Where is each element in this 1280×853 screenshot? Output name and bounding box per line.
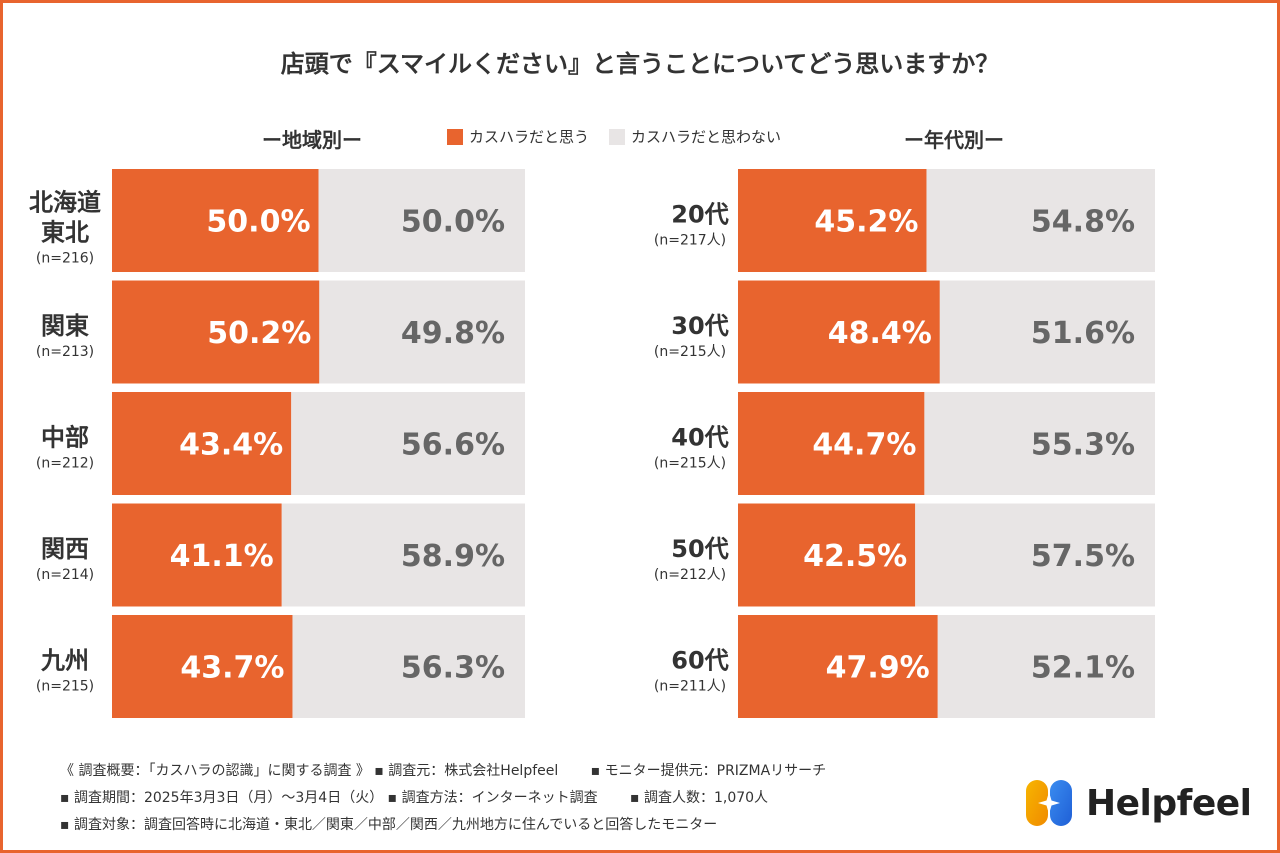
legend-swatch-disagree [609,128,626,145]
region-category-label-2: 中部 [41,424,89,452]
age-value-disagree-1: 51.6% [1031,316,1135,351]
survey-note-line-2: ▪ 調査期間：2025年3月3日（月）〜3月4日（火） ▪ 調査方法：インターネ… [60,790,769,806]
region-bar-agree-2 [112,392,292,495]
legend-swatch-agree [447,128,463,145]
age-value-agree-3: 42.5% [803,539,907,574]
region-bar-disagree-0 [318,169,525,272]
age-sample-size-4: (n=211人) [654,679,726,695]
region-bar-disagree-1 [319,280,525,384]
region-category-label-4: 九州 [40,647,89,675]
region-section-label: ー地域別ー [262,128,362,152]
region-category-label-0-line-1: 北海道 [29,189,101,217]
age-bar-agree-2 [738,392,925,495]
region-sample-size-3: (n=214) [36,567,94,583]
age-value-agree-0: 45.2% [814,205,918,240]
region-value-disagree-3: 58.9% [401,539,505,574]
region-bar-disagree-3 [281,503,525,607]
age-bar-disagree-0 [926,169,1155,272]
age-category-label-3: 50代 [671,535,728,563]
helpfeel-logo-mark-icon [1026,780,1072,826]
region-value-agree-4: 43.7% [180,651,284,686]
region-bar-agree-1 [112,280,320,384]
region-bar-disagree-4 [292,615,525,718]
age-category-label-4: 60代 [671,647,728,675]
age-category-label-2: 40代 [671,424,728,452]
legend-label-disagree: カスハラだと思わない [631,128,782,146]
region-value-disagree-4: 56.3% [401,651,505,686]
helpfeel-logo-text: Helpfeel [1086,782,1252,824]
age-value-disagree-2: 55.3% [1031,428,1135,463]
age-value-disagree-0: 54.8% [1031,205,1135,240]
age-bar-agree-1 [738,280,940,384]
region-category-label-0-line-2: 東北 [41,219,89,247]
region-value-agree-3: 41.1% [170,539,274,574]
age-bar-disagree-3 [915,503,1155,607]
age-sample-size-0: (n=217人) [654,233,726,249]
region-value-agree-1: 50.2% [207,316,311,351]
region-category-label-1: 関東 [41,312,89,340]
region-value-agree-2: 43.4% [179,428,283,463]
age-category-label-0: 20代 [671,201,728,229]
region-category-label-3: 関西 [41,535,89,563]
helpfeel-logo: Helpfeel [1024,778,1252,828]
age-bar-agree-3 [738,503,916,607]
age-section-label: ー年代別ー [904,128,1004,152]
survey-note-line-3: ▪ 調査対象：調査回答時に北海道・東北／関東／中部／関西／九州地方に住んでいると… [60,817,718,833]
region-bar-disagree-2 [291,392,525,495]
region-sample-size-2: (n=212) [36,456,94,472]
age-value-agree-1: 48.4% [828,316,932,351]
legend-item-agree: カスハラだと思う [447,126,589,147]
region-sample-size-1: (n=213) [36,344,94,360]
region-value-disagree-0: 50.0% [401,205,505,240]
age-sample-size-1: (n=215人) [654,344,726,360]
region-value-disagree-1: 49.8% [401,316,505,351]
age-bar-agree-4 [738,615,938,718]
chart-title: 店頭で『スマイルください』と言うことについてどう思いますか？ [280,50,1000,78]
region-sample-size-4: (n=215) [36,679,94,695]
age-bar-disagree-1 [939,280,1155,384]
survey-notes: 《 調査概要：「カスハラの認識」に関する調査 》 ▪ 調査元：株式会社Helpf… [60,758,826,839]
age-bar-disagree-4 [937,615,1155,718]
legend-item-disagree: カスハラだと思わない [609,126,781,147]
age-bar-disagree-2 [924,392,1155,495]
survey-note-line-1: 《 調査概要：「カスハラの認識」に関する調査 》 ▪ 調査元：株式会社Helpf… [60,763,827,779]
region-bar-agree-4 [112,615,293,718]
legend: カスハラだと思う カスハラだと思わない [447,126,801,147]
age-category-label-1: 30代 [671,312,728,340]
age-sample-size-3: (n=212人) [654,567,726,583]
region-value-agree-0: 50.0% [206,205,310,240]
age-value-disagree-4: 52.1% [1031,651,1135,686]
age-value-disagree-3: 57.5% [1031,539,1135,574]
age-sample-size-2: (n=215人) [654,456,726,472]
legend-label-agree: カスハラだと思う [469,128,590,146]
region-sample-size-0: (n=216) [36,251,94,267]
age-value-agree-4: 47.9% [826,651,930,686]
region-value-disagree-2: 56.6% [401,428,505,463]
region-bar-agree-3 [112,503,282,607]
age-bar-agree-0 [738,169,927,272]
region-bar-agree-0 [112,169,319,272]
age-value-agree-2: 44.7% [812,428,916,463]
